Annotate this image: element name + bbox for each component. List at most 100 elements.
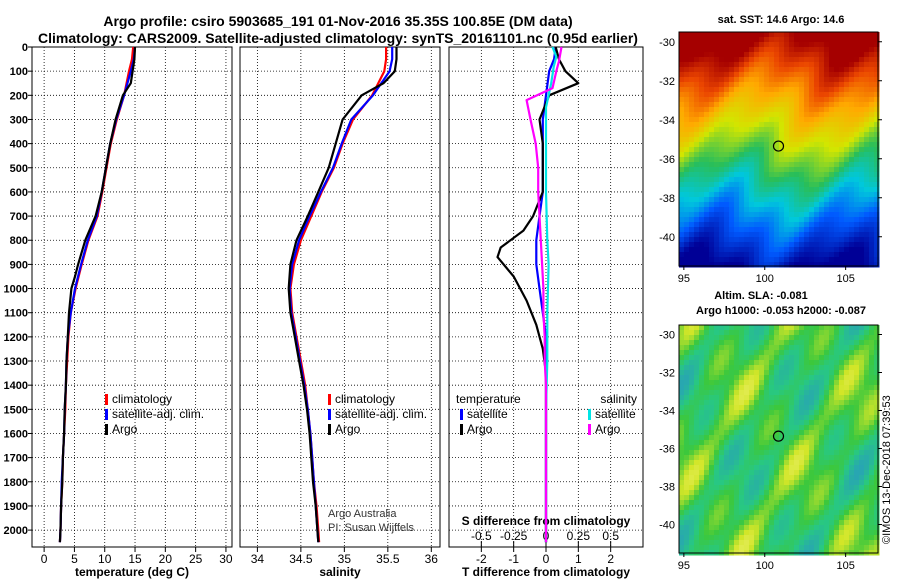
sla-cell [774,405,780,411]
sst-cell [794,32,800,38]
sla-cell [784,400,790,406]
sla-cell [774,455,780,461]
sla-cell [729,395,735,401]
sst-cell [869,157,875,163]
sst-cell [734,177,740,183]
sst-cell [814,192,820,198]
sla-cell [834,405,840,411]
sst-cell [794,57,800,63]
sla-cell [864,490,870,496]
sla-cell [734,530,740,536]
sla-cell [689,360,695,366]
sla-cell [729,445,735,451]
sst-cell [764,97,770,103]
sla-cell [774,345,780,351]
sla-cell [839,500,845,506]
sst-cell [764,102,770,108]
sla-cell [839,470,845,476]
sst-cell [854,172,860,178]
sla-cell [859,340,865,346]
sst-cell [844,142,850,148]
sla-cell [849,395,855,401]
sla-cell [849,410,855,416]
sst-cell [679,57,685,63]
sst-cell [764,147,770,153]
sst-cell [779,202,785,208]
sla-cell [729,360,735,366]
sst-cell [759,147,765,153]
sla-cell [799,340,805,346]
sst-cell [824,42,830,48]
sst-cell [744,172,750,178]
sst-cell [779,77,785,83]
sst-cell [859,47,865,53]
sst-cell [794,197,800,203]
sst-cell [849,82,855,88]
sla-cell [714,500,720,506]
sla-cell [814,340,820,346]
sla-cell [739,380,745,386]
sst-cell [789,247,795,253]
sla-cell [824,385,830,391]
sst-cell [839,257,845,263]
sst-cell [809,177,815,183]
sst-cell [714,82,720,88]
sst-cell [724,202,730,208]
sla-cell [684,375,690,381]
sla-cell [724,475,730,481]
sla-cell [689,385,695,391]
sst-cell [724,162,730,168]
sla-cell [804,445,810,451]
sla-cell [839,475,845,481]
sst-cell [724,97,730,103]
sla-cell [774,325,780,331]
sst-cell [829,167,835,173]
sla-cell [784,340,790,346]
sla-cell [734,345,740,351]
sst-cell [744,72,750,78]
sst-cell [819,212,825,218]
sst-cell [699,42,705,48]
sla-cell [794,455,800,461]
sst-cell [739,112,745,118]
sst-cell [709,247,715,253]
sst-cell [844,237,850,243]
sst-cell [684,232,690,238]
sla-cell [709,440,715,446]
sst-cell [819,107,825,113]
sst-cell [704,162,710,168]
sst-cell [684,107,690,113]
sla-cell [689,520,695,526]
sla-cell [874,410,880,416]
sst-cell [829,147,835,153]
sst-cell [874,32,880,38]
sla-cell [854,535,860,541]
sst-cell [864,252,870,258]
sla-cell [804,485,810,491]
sst-cell [704,82,710,88]
sla-cell [844,400,850,406]
sla-cell [779,340,785,346]
sst-cell [784,187,790,193]
sla-cell [769,345,775,351]
sla-cell [834,430,840,436]
sst-cell [789,242,795,248]
sst-cell [799,42,805,48]
sst-cell [734,182,740,188]
sst-cell [749,47,755,53]
sst-cell [784,172,790,178]
sla-cell [719,530,725,536]
sst-cell [689,42,695,48]
sla-cell [749,425,755,431]
sla-cell [869,525,875,531]
sla-cell [794,325,800,331]
sla-cell [724,375,730,381]
sla-cell [679,465,685,471]
sst-cell [784,257,790,263]
sst-cell [784,82,790,88]
sst-cell [759,62,765,68]
sst-cell [729,222,735,228]
sla-cell [814,495,820,501]
sst-cell [849,62,855,68]
sst-cell [694,172,700,178]
